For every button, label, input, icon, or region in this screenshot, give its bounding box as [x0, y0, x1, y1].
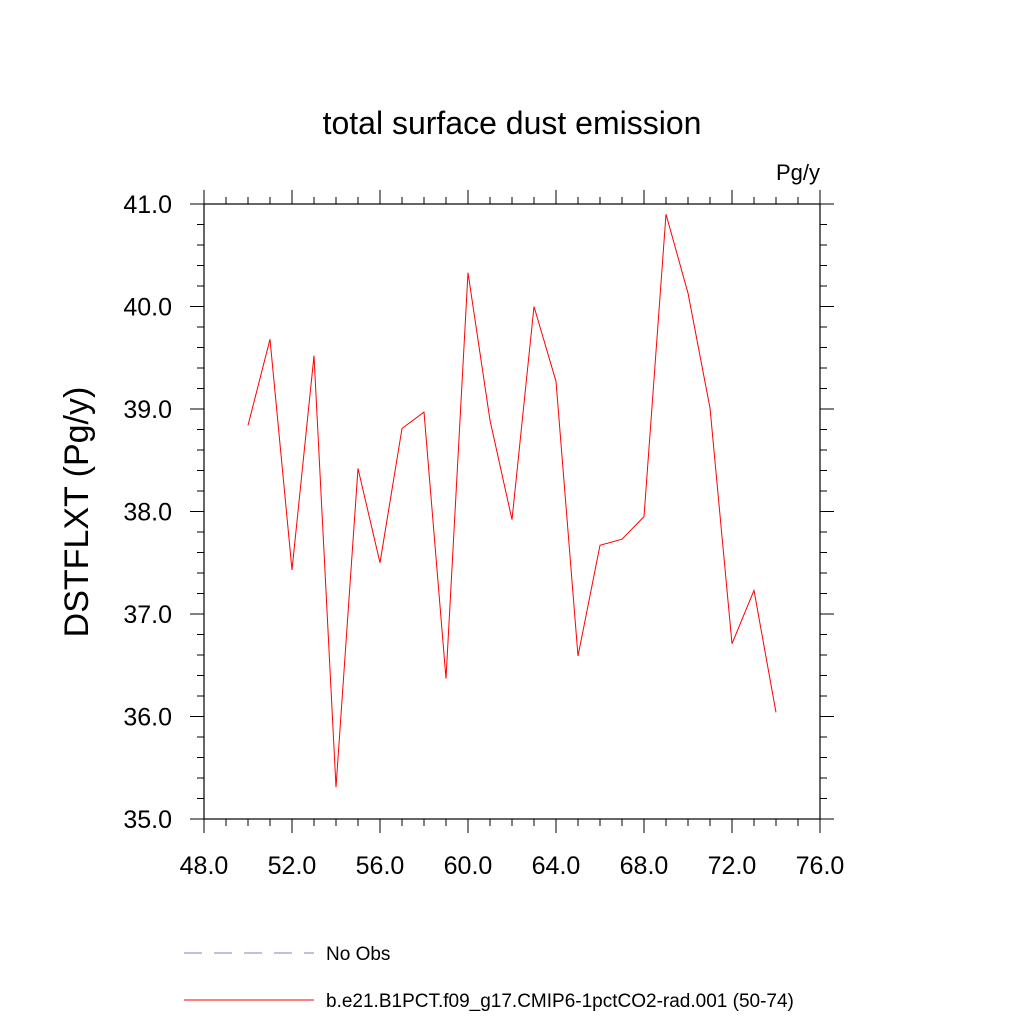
major-ticks [190, 190, 834, 833]
units-label: Pg/y [776, 160, 820, 185]
x-tick-label: 64.0 [532, 852, 581, 880]
y-tick-label: 36.0 [123, 704, 172, 732]
y-tick-label: 38.0 [123, 499, 172, 527]
legend-label: b.e21.B1PCT.f09_g17.CMIP6-1pctCO2-rad.00… [326, 991, 794, 1012]
x-tick-label: 56.0 [356, 852, 405, 880]
x-tick-labels: 48.0 52.0 56.0 60.0 64.0 68.0 72.0 76.0 [180, 852, 845, 880]
y-tick-labels: 35.0 36.0 37.0 38.0 39.0 40.0 41.0 [123, 191, 172, 834]
x-tick-label: 60.0 [444, 852, 493, 880]
x-tick-label: 48.0 [180, 852, 229, 880]
y-tick-label: 40.0 [123, 294, 172, 322]
y-tick-label: 35.0 [123, 806, 172, 834]
x-tick-label: 68.0 [620, 852, 669, 880]
x-tick-label: 52.0 [268, 852, 317, 880]
series-line [247, 214, 777, 788]
legend: No Obs b.e21.B1PCT.f09_g17.CMIP6-1pctCO2-… [184, 944, 794, 1012]
y-tick-label: 41.0 [123, 191, 172, 219]
chart-title: total surface dust emission [323, 105, 702, 141]
y-axis-label: DSTFLXT (Pg/y) [58, 387, 96, 638]
x-tick-label: 76.0 [796, 852, 845, 880]
plot-frame [203, 203, 821, 820]
minor-ticks [197, 197, 827, 826]
y-tick-label: 37.0 [123, 601, 172, 629]
series-layer [247, 214, 777, 788]
x-tick-label: 72.0 [708, 852, 757, 880]
y-tick-label: 39.0 [123, 396, 172, 424]
legend-label: No Obs [326, 944, 390, 965]
